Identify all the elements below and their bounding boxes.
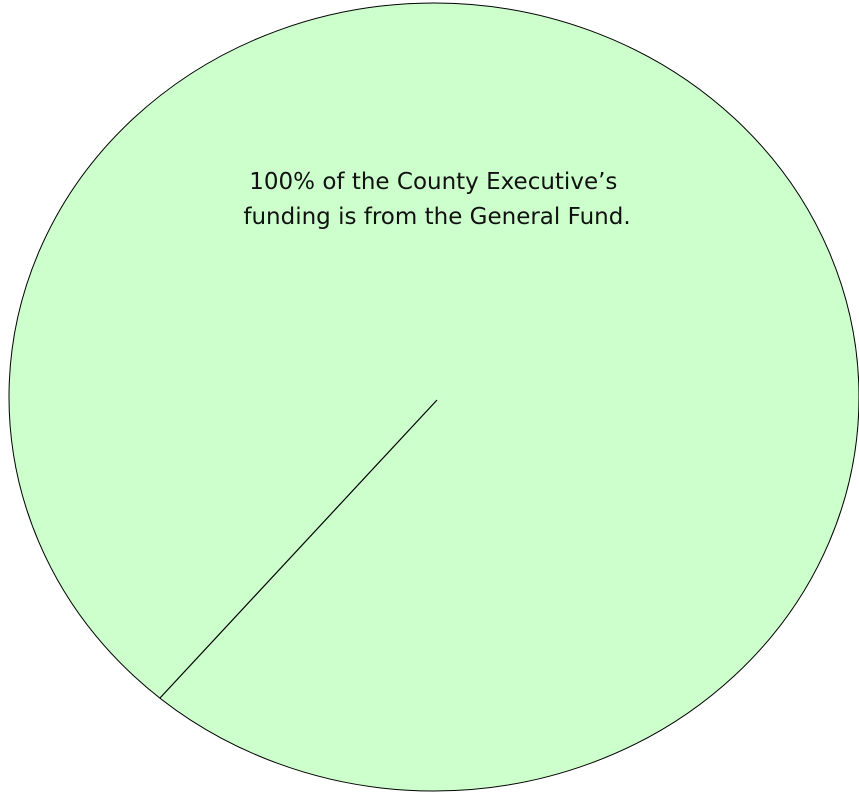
- pie-slice-general-fund: [8, 2, 859, 792]
- pie-slices: [8, 2, 859, 792]
- slice-annotation: 100% of the County Executive’s funding i…: [243, 169, 630, 230]
- slice-boundary-line: [159, 399, 438, 699]
- annotation-line-1: 100% of the County Executive’s: [249, 169, 617, 195]
- annotation-line-2: funding is from the General Fund.: [243, 204, 630, 230]
